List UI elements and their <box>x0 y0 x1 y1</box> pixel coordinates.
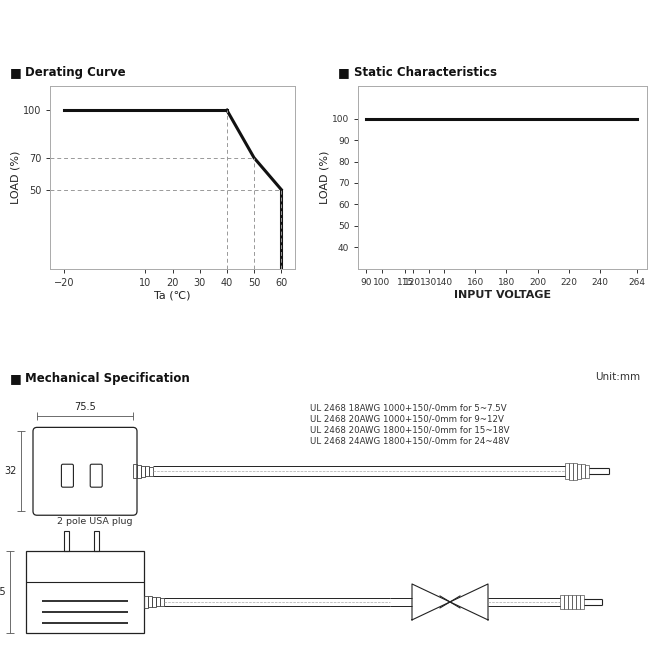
Text: Static Characteristics: Static Characteristics <box>354 66 496 80</box>
Text: UL 2468 20AWG 1000+150/-0mm for 9~12V: UL 2468 20AWG 1000+150/-0mm for 9~12V <box>310 414 504 424</box>
Bar <box>144 596 148 608</box>
Text: ■: ■ <box>10 372 22 385</box>
Text: 2 pole USA plug: 2 pole USA plug <box>57 517 133 526</box>
Text: UL 2468 20AWG 1800+150/-0mm for 15~18V: UL 2468 20AWG 1800+150/-0mm for 15~18V <box>310 426 509 434</box>
Bar <box>133 464 137 478</box>
X-axis label: Ta (℃): Ta (℃) <box>154 291 191 301</box>
Bar <box>145 466 149 477</box>
Bar <box>560 595 564 609</box>
Text: UL 2468 24AWG 1800+150/-0mm for 24~48V: UL 2468 24AWG 1800+150/-0mm for 24~48V <box>310 436 509 446</box>
FancyBboxPatch shape <box>33 428 137 515</box>
X-axis label: INPUT VOLTAGE: INPUT VOLTAGE <box>454 290 551 299</box>
Bar <box>141 465 145 477</box>
Bar <box>64 531 69 551</box>
Text: 32: 32 <box>5 466 17 476</box>
Bar <box>149 467 153 476</box>
Bar <box>572 595 576 609</box>
Text: Mechanical Specification: Mechanical Specification <box>25 372 190 385</box>
Text: Derating Curve: Derating Curve <box>25 66 126 80</box>
Bar <box>160 598 164 606</box>
Bar <box>148 596 152 608</box>
Bar <box>573 463 577 480</box>
Bar <box>580 595 584 609</box>
Bar <box>565 463 569 479</box>
Bar <box>569 463 573 479</box>
Text: ■: ■ <box>338 66 350 80</box>
Bar <box>94 531 99 551</box>
Bar <box>577 464 581 479</box>
Y-axis label: LOAD (%): LOAD (%) <box>10 151 20 205</box>
Bar <box>568 595 572 609</box>
Text: Unit:mm: Unit:mm <box>595 372 640 382</box>
Text: UL 2468 18AWG 1000+150/-0mm for 5~7.5V: UL 2468 18AWG 1000+150/-0mm for 5~7.5V <box>310 404 507 412</box>
Text: 47.5: 47.5 <box>0 587 6 597</box>
Polygon shape <box>26 551 144 633</box>
Y-axis label: LOAD (%): LOAD (%) <box>320 151 330 205</box>
Bar <box>156 598 160 606</box>
Bar <box>564 595 568 609</box>
Text: ■: ■ <box>10 66 22 80</box>
Bar <box>576 595 580 609</box>
Bar <box>137 465 141 477</box>
Text: 75.5: 75.5 <box>74 402 96 412</box>
FancyBboxPatch shape <box>90 464 103 487</box>
Bar <box>581 464 585 478</box>
Bar <box>585 465 589 478</box>
FancyBboxPatch shape <box>62 464 74 487</box>
Bar <box>152 597 156 607</box>
